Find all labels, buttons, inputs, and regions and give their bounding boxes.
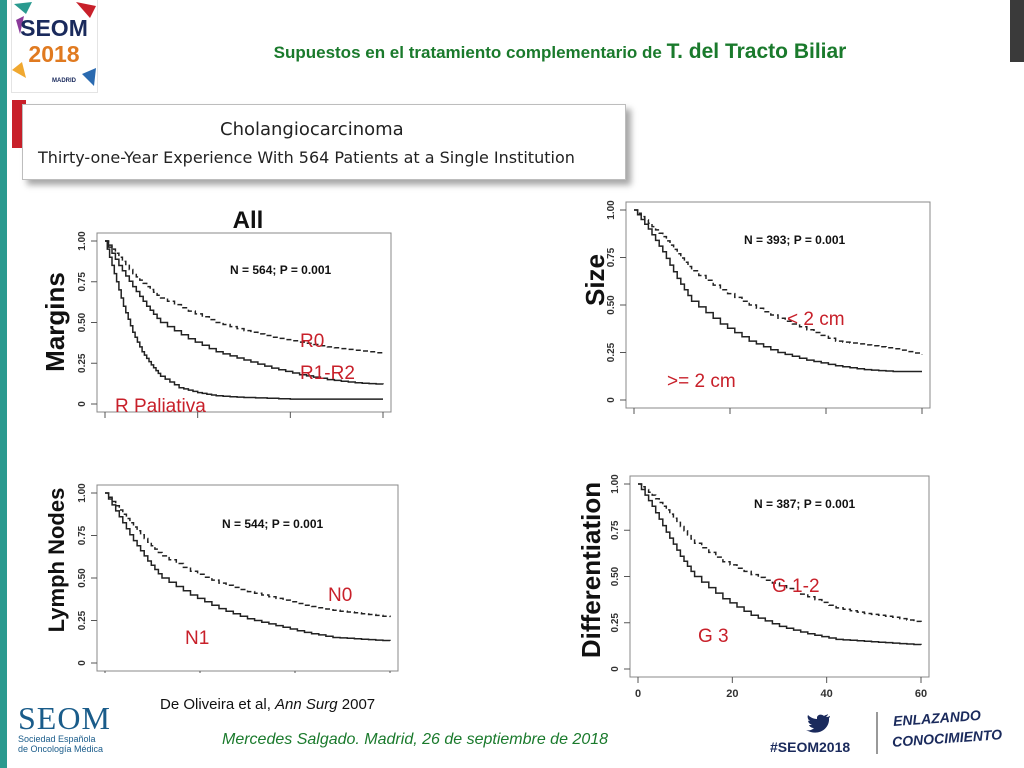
differentiation-panel-ytick-label: 0.50 [610, 566, 621, 586]
lymph-nodes-panel-annotation: N = 544; P = 0.001 [222, 517, 324, 531]
slide-title-prefix: Supuestos en el tratamiento complementar… [273, 43, 662, 62]
size-panel-ytick-label: 1.00 [606, 200, 617, 220]
margins-panel-ytick-label: 0.75 [77, 272, 88, 292]
margins-panel-ytick-label: 1.00 [77, 231, 88, 251]
margins-panel-annotation: N = 564; P = 0.001 [230, 263, 332, 277]
differentiation-panel-ytick-label: 0.25 [610, 613, 621, 633]
slogan-line-2: CONOCIMIENTO [891, 726, 1003, 750]
logo-text-city: MADRID [52, 78, 77, 84]
slide-title: Supuestos en el tratamiento complementar… [130, 40, 990, 64]
margins-panel-series-r0-line [105, 240, 384, 354]
differentiation-panel-ytick-label: 0 [610, 666, 621, 672]
differentiation-panel-series-g-3-line [638, 483, 922, 646]
differentiation-panel-xtick-label: 20 [726, 688, 738, 700]
size-panel: 0 0.25 0.50 0.75 1.00 Size N = 393; P = 0.001 <… [580, 200, 931, 414]
differentiation-panel-series-label: G 3 [698, 626, 729, 647]
margins-panel-series-label: R0 [300, 331, 324, 352]
logo-text-seom: SEOM [20, 15, 88, 41]
differentiation-panel-ytick-label: 1.00 [610, 474, 621, 494]
differentiation-panel-xtick-label: 60 [915, 688, 927, 700]
margins-panel-ytick-label: 0.25 [77, 353, 88, 373]
seom-2018-logo: SEOM 2018 MADRID [12, 0, 97, 92]
lymph-nodes-panel-series-label: N1 [185, 628, 209, 649]
logo-graphic: SEOM 2018 MADRID [12, 2, 96, 86]
paper-title-box [22, 104, 626, 180]
size-panel-series--2-cm-line [634, 209, 922, 373]
margins-panel-series-r1-r2-line [105, 240, 384, 385]
presenter-line: Mercedes Salgado. Madrid, 26 de septiemb… [222, 731, 609, 748]
citation-journal: Ann Surg [275, 696, 338, 713]
seom-org-name-line1: Sociedad Española [18, 734, 96, 744]
lymph-nodes-panel-ytick-label: 1.00 [77, 483, 88, 503]
lymph-nodes-panel-ytick-label: 0.75 [77, 525, 88, 545]
differentiation-panel-series-label: G 1-2 [772, 576, 820, 597]
margins-panel-ytick-label: 0.50 [77, 312, 88, 332]
paper-subtitle: Thirty-one-Year Experience With 564 Pati… [38, 148, 575, 167]
lymph-nodes-panel-series-n1-line [105, 492, 391, 642]
event-hashtag: #SEOM2018 [770, 739, 851, 755]
differentiation-panel: 0 0.25 0.50 0.75 1.00 0 20 40 60 Differentiation N… [576, 474, 930, 700]
seom-org-logo: SEOM [18, 700, 111, 736]
lymph-nodes-panel-ytick-label: 0.25 [77, 610, 88, 630]
margins-panel-plot-frame [96, 232, 392, 413]
footer-divider [876, 712, 878, 754]
margins-panel-series-label: R Paliativa [115, 396, 206, 417]
logo-text-year: 2018 [28, 41, 79, 67]
slogan-line-1: ENLAZANDO [892, 706, 982, 730]
lymph-nodes-panel-ytick-label: 0.50 [77, 568, 88, 588]
citation-prefix: De Oliveira et al, [160, 696, 271, 713]
size-panel-annotation: N = 393; P = 0.001 [744, 233, 846, 247]
differentiation-panel-ytick-label: 0.75 [610, 520, 621, 540]
differentiation-panel-xtick-label: 40 [821, 688, 833, 700]
margins-panel-series-label: R1-R2 [300, 363, 355, 384]
twitter-bird-icon [806, 714, 830, 733]
differentiation-panel-annotation: N = 387; P = 0.001 [754, 497, 856, 511]
lymph-nodes-panel-series-label: N0 [328, 585, 352, 606]
size-panel-ylabel: Size [580, 254, 610, 306]
size-panel-series--2-cm-line [634, 209, 923, 355]
slide-title-emphasis: T. del Tracto Biliar [666, 40, 847, 63]
seom-org-name-line2: de Oncología Médica [18, 744, 104, 754]
lymph-nodes-panel-plot-frame [96, 484, 399, 672]
differentiation-panel-xtick-label: 0 [635, 688, 641, 700]
citation: De Oliveira et al, Ann Surg 2007 [160, 696, 375, 713]
margins-panel-ylabel: Margins [40, 272, 70, 372]
seom-org-name: Sociedad Española de Oncología Médica [18, 734, 103, 754]
lymph-nodes-panel-ylabel: Lymph Nodes [44, 488, 69, 633]
differentiation-panel-ylabel: Differentiation [576, 482, 606, 658]
paper-title: Cholangiocarcinoma [220, 119, 404, 140]
lymph-nodes-panel: 0 0.25 0.50 0.75 1.00 Lymph Nodes N = 544; P =… [44, 483, 399, 673]
size-panel-ytick-label: 0.50 [606, 295, 617, 315]
differentiation-panel-series-g-1-2-line [638, 483, 922, 623]
margins-panel: 0 0.25 0.50 0.75 1.00 Margins All N = 564; P = … [40, 207, 392, 418]
citation-year: 2007 [341, 696, 376, 713]
left-accent-bar [0, 0, 7, 768]
size-panel-ytick-label: 0 [606, 397, 617, 403]
margins-panel-title: All [233, 207, 264, 234]
size-panel-ytick-label: 0.25 [606, 342, 617, 362]
size-panel-ytick-label: 0.75 [606, 247, 617, 267]
size-panel-series-label: >= 2 cm [667, 371, 736, 392]
lymph-nodes-panel-series-n0-line [105, 492, 391, 618]
margins-panel-ytick-label: 0 [77, 401, 88, 407]
top-right-accent-bar [1010, 0, 1024, 62]
lymph-nodes-panel-ytick-label: 0 [77, 660, 88, 666]
size-panel-series-label: < 2 cm [787, 309, 845, 330]
margins-panel-series-r-paliativa-line [105, 240, 383, 400]
